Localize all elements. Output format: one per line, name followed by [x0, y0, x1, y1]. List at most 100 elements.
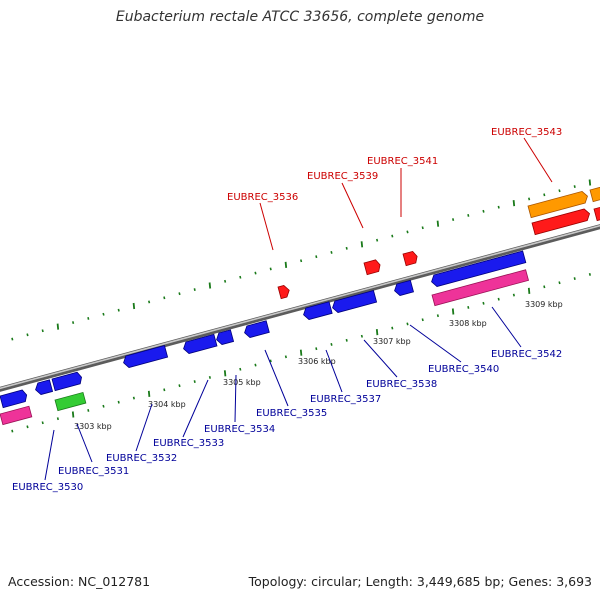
scale-tick — [467, 214, 470, 217]
scale-tick — [543, 193, 546, 197]
top-gene-labels: EUBREC_3536 EUBREC_3539 EUBREC_3541 EUBR… — [227, 127, 562, 203]
scale-label: 3305 kbp — [223, 378, 261, 387]
leader-line — [325, 349, 343, 393]
orange-feature — [527, 190, 588, 219]
bottom-gene-labels: EUBREC_3530 EUBREC_3531 EUBREC_3532 EUBR… — [12, 349, 562, 493]
leader-line — [182, 379, 209, 438]
scale-label: 3306 kbp — [298, 357, 336, 366]
green-feature — [54, 391, 87, 412]
top-label-leaders — [259, 137, 553, 251]
scale-tick — [71, 411, 75, 418]
scale-tick — [208, 282, 212, 289]
scale-tick — [452, 218, 455, 221]
gene-label: EUBREC_3540 — [428, 364, 499, 375]
scale-tick — [436, 314, 439, 318]
scale-tick — [376, 238, 379, 242]
leader-line — [264, 349, 289, 407]
leader-line — [491, 306, 522, 348]
gene-label: EUBREC_3530 — [12, 482, 83, 493]
gene-label: EUBREC_3537 — [310, 394, 381, 405]
scale-tick — [147, 390, 151, 397]
gene-label: EUBREC_3539 — [307, 171, 378, 182]
scale-tick — [41, 329, 44, 333]
scale-tick — [239, 367, 242, 371]
scale-tick — [148, 300, 151, 304]
scale-tick — [360, 241, 364, 248]
scale-tick — [406, 322, 409, 326]
reverse-gene-feature — [394, 279, 414, 296]
reverse-gene-feature — [216, 329, 235, 345]
reverse-gene-feature — [332, 290, 378, 313]
scale-tick — [102, 404, 105, 408]
scale-tick — [360, 334, 363, 338]
scale-tick — [87, 409, 90, 412]
scale-tick — [573, 277, 576, 280]
genome-stats-text: Topology: circular; Length: 3,449,685 bp… — [248, 574, 592, 589]
gene-label: EUBREC_3541 — [367, 156, 438, 167]
gene-label: EUBREC_3531 — [58, 466, 129, 477]
scale-tick — [512, 200, 516, 207]
scale-tick — [467, 306, 470, 309]
leader-line — [44, 429, 55, 481]
reverse-gene-feature — [303, 301, 333, 320]
scale-tick — [391, 234, 394, 238]
forward-gene-feature — [593, 204, 600, 222]
scale-tick — [269, 359, 272, 363]
scale-tick — [72, 321, 75, 324]
scale-tick — [588, 179, 592, 186]
reverse-gene-feature — [51, 371, 82, 392]
gene-label: EUBREC_3533 — [153, 438, 224, 449]
scale-tick — [300, 259, 303, 263]
scale-tick — [512, 293, 515, 297]
scale-tick — [345, 338, 348, 342]
scale-tick — [421, 318, 424, 322]
forward-gene-feature — [531, 208, 591, 236]
scale-tick — [451, 308, 455, 315]
pink-feature — [431, 269, 530, 307]
leader-line — [135, 403, 153, 452]
reverse-gene-feature — [123, 345, 169, 368]
reverse-gene-feature — [0, 389, 28, 409]
gene-label: EUBREC_3534 — [204, 424, 275, 435]
scale-label: 3309 kbp — [525, 300, 563, 309]
scale-tick — [56, 417, 59, 421]
scale-ticks — [11, 179, 592, 433]
gene-features — [0, 184, 600, 426]
leader-line — [363, 339, 398, 378]
scale-tick — [315, 255, 318, 259]
gene-label: EUBREC_3543 — [491, 127, 562, 138]
scale-label: 3308 kbp — [449, 319, 487, 328]
scale-label: 3304 kbp — [148, 400, 186, 409]
leader-line — [523, 137, 553, 183]
gene-label: EUBREC_3538 — [366, 379, 437, 390]
scale-labels: 3303 kbp 3304 kbp 3305 kbp 3306 kbp 3307… — [74, 300, 563, 431]
scale-tick — [558, 189, 561, 193]
reverse-gene-feature — [244, 320, 270, 338]
scale-tick — [56, 323, 60, 330]
scale-tick — [482, 301, 485, 305]
scale-tick — [482, 209, 485, 213]
scale-tick — [224, 279, 227, 283]
scale-tick — [330, 251, 333, 254]
scale-tick — [132, 396, 135, 400]
scale-tick — [528, 197, 531, 201]
scale-tick — [543, 285, 546, 289]
leader-line — [409, 324, 462, 363]
scale-tick — [527, 287, 531, 294]
scale-tick — [41, 421, 44, 425]
scale-tick — [223, 370, 227, 377]
gene-label: EUBREC_3536 — [227, 192, 298, 203]
leader-line — [259, 202, 274, 251]
scale-tick — [299, 349, 303, 356]
leader-line — [341, 182, 364, 229]
bottom-label-leaders — [44, 306, 522, 481]
scale-tick — [117, 400, 120, 404]
scale-tick — [406, 230, 409, 234]
scale-tick — [330, 343, 333, 346]
scale-tick — [26, 425, 29, 429]
scale-tick — [193, 380, 196, 383]
scale-label: 3303 kbp — [74, 422, 112, 431]
scale-tick — [132, 302, 136, 310]
